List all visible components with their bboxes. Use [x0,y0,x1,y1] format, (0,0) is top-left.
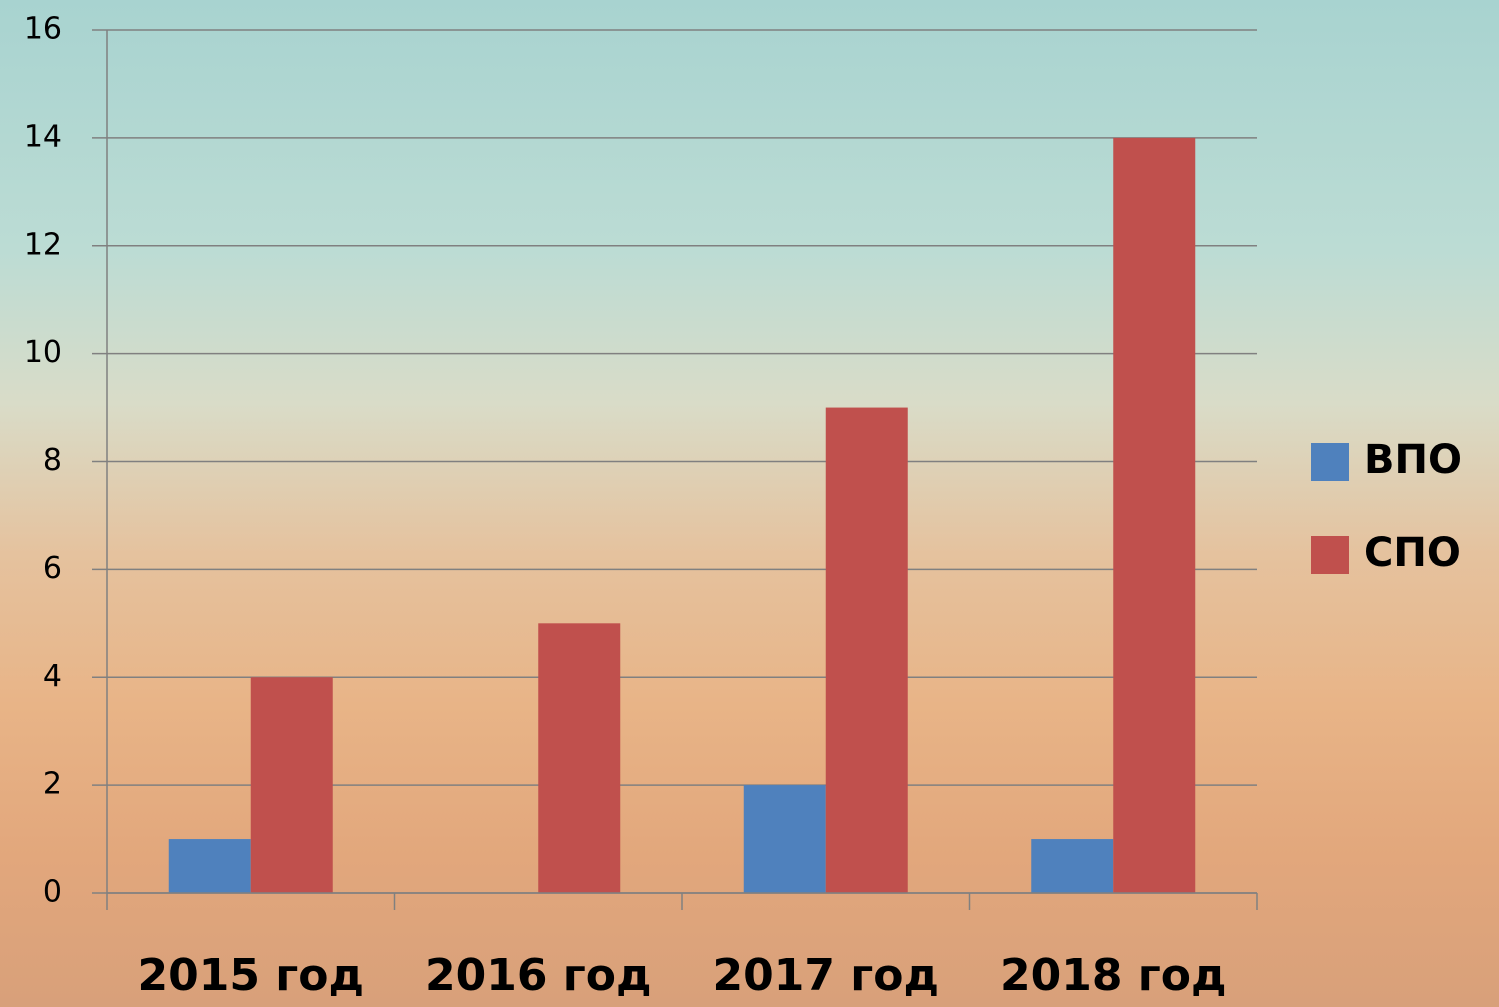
y-tick-label: 16 [24,12,62,47]
y-tick-label: 0 [43,875,62,910]
legend-label: СПО [1364,530,1461,576]
bar [826,408,908,893]
y-tick-label: 4 [43,659,62,694]
y-tick-label: 12 [24,227,62,262]
bar [251,677,333,893]
y-tick-label: 14 [24,119,62,154]
x-tick-label: 2015 год [137,950,364,1001]
x-tick-label: 2016 год [425,950,652,1001]
x-tick-label: 2017 год [712,950,939,1001]
page: 0 2 4 6 8 10 12 14 16 2015 год 2016 год 2017 год 201… [0,0,1499,1007]
y-tick-label: 6 [43,551,62,586]
legend-label: ВПО [1364,437,1462,483]
bar [169,839,251,893]
chart: 0 2 4 6 8 10 12 14 16 2015 год 2016 год 2017 год 201… [0,0,1499,1007]
y-tick-label: 10 [24,335,62,370]
bar [1031,839,1113,893]
y-tick-label: 8 [43,443,62,478]
legend-swatch [1311,536,1349,574]
bar [538,623,620,893]
bar [1113,138,1195,893]
bar [744,785,826,893]
x-tick-label: 2018 год [1000,950,1227,1001]
legend-swatch [1311,443,1349,481]
y-tick-label: 2 [43,767,62,802]
